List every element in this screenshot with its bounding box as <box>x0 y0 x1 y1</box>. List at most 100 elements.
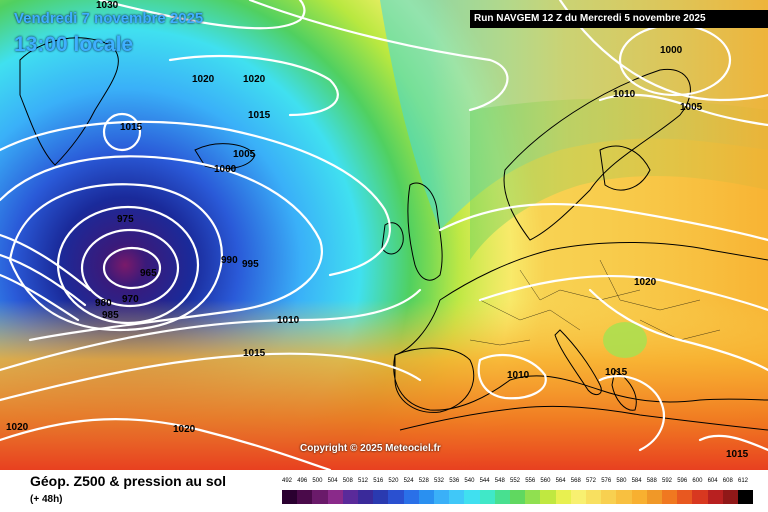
scale-tick-label: 528 <box>418 478 429 484</box>
scale-swatch <box>494 490 510 504</box>
scale-tick-label: 496 <box>297 478 308 484</box>
isobar-label: 1030 <box>96 0 119 11</box>
isobar-label: 1020 <box>6 422 29 433</box>
scale-tick-label: 608 <box>722 478 733 484</box>
isobar-label: 965 <box>140 268 157 279</box>
isobar-label: 1005 <box>680 102 703 113</box>
scale-tick-label: 544 <box>479 478 490 484</box>
scale-swatch <box>707 490 723 504</box>
scale-tick-label: 556 <box>525 478 536 484</box>
scale-swatch <box>327 490 343 504</box>
scale-swatch <box>342 490 358 504</box>
scale-swatch <box>601 490 617 504</box>
scale-swatch <box>297 490 313 504</box>
scale-swatch <box>434 490 450 504</box>
isobar-label: 1020 <box>173 424 196 435</box>
scale-swatch <box>510 490 526 504</box>
isobar-label: 1005 <box>233 149 256 160</box>
scale-swatch <box>282 490 298 504</box>
copyright-notice: Copyright © 2025 Meteociel.fr <box>300 443 441 454</box>
isobar-label: 1010 <box>507 370 530 381</box>
scale-swatch <box>555 490 571 504</box>
isobar-label: 1015 <box>243 348 266 359</box>
scale-swatch <box>388 490 404 504</box>
scale-tick-label: 560 <box>540 478 551 484</box>
scale-swatch <box>373 490 389 504</box>
scale-tick-label: 600 <box>692 478 703 484</box>
scale-tick-label: 592 <box>662 478 673 484</box>
isobar-label: 1015 <box>248 110 271 121</box>
scale-tick-label: 596 <box>677 478 688 484</box>
scale-swatch <box>312 490 328 504</box>
scale-swatch <box>418 490 434 504</box>
scale-tick-label: 492 <box>282 478 293 484</box>
scale-swatch <box>358 490 374 504</box>
scale-tick-label: 512 <box>358 478 369 484</box>
scale-swatch <box>738 490 754 504</box>
scale-tick-label: 540 <box>464 478 475 484</box>
country-borders <box>469 259 721 346</box>
scale-tick-label: 552 <box>510 478 521 484</box>
valid-date: Vendredi 7 novembre 2025 <box>14 10 204 27</box>
scale-tick-label: 536 <box>449 478 460 484</box>
valid-time: 13:00 locale <box>14 33 134 56</box>
isobar-label: 970 <box>122 294 139 305</box>
legend-title: Géop. Z500 & pression au sol <box>30 473 227 489</box>
scale-swatch <box>616 490 632 504</box>
isobar-label: 1015 <box>726 449 749 460</box>
isobar-label: 1000 <box>660 45 683 56</box>
scale-tick-label: 588 <box>646 478 657 484</box>
scale-swatch <box>692 490 708 504</box>
scale-tick-label: 584 <box>631 478 642 484</box>
scale-tick-label: 576 <box>601 478 612 484</box>
isobar-label: 1010 <box>277 315 300 326</box>
isobar-label: 995 <box>242 259 259 270</box>
scale-tick-label: 508 <box>342 478 353 484</box>
scale-swatch <box>722 490 738 504</box>
isobar-label: 1015 <box>120 122 143 133</box>
scale-tick-label: 564 <box>555 478 566 484</box>
scale-swatch <box>449 490 465 504</box>
scale-tick-label: 572 <box>586 478 597 484</box>
isobar-label: 975 <box>117 214 134 225</box>
isobars <box>0 0 768 470</box>
scale-tick-label: 520 <box>388 478 399 484</box>
scale-swatch <box>662 490 678 504</box>
scale-swatch <box>403 490 419 504</box>
scale-tick-label: 612 <box>738 478 749 484</box>
isobar-label: 1000 <box>214 164 237 175</box>
color-scale: 492 496 500 504 508 512 516 520 524 528 532 536 540 5… <box>282 478 754 508</box>
scale-swatch <box>540 490 556 504</box>
scale-tick-label: 568 <box>570 478 581 484</box>
scale-swatch <box>677 490 693 504</box>
isobar-label: 980 <box>95 298 112 309</box>
scale-tick-label: 580 <box>616 478 627 484</box>
scale-swatch <box>631 490 647 504</box>
isobar-labels: 1030 1020 1020 1015 1015 1005 1000 975 9… <box>6 0 749 460</box>
isobar-label: 1010 <box>613 89 636 100</box>
scale-swatch <box>479 490 495 504</box>
scale-tick-label: 532 <box>434 478 445 484</box>
weather-map: 1030 1020 1020 1015 1015 1005 1000 975 9… <box>0 0 768 470</box>
isobar-label: 1020 <box>634 277 657 288</box>
scale-tick-label: 524 <box>403 478 414 484</box>
scale-swatch <box>464 490 480 504</box>
legend-subtitle: (+ 48h) <box>30 494 63 505</box>
run-info-banner: Run NAVGEM 12 Z du Mercredi 5 novembre 2… <box>470 10 768 28</box>
balkan-green-blob <box>603 322 647 358</box>
scale-swatch <box>586 490 602 504</box>
scale-swatch <box>525 490 541 504</box>
isobar-label: 1020 <box>243 74 266 85</box>
map-canvas: 1030 1020 1020 1015 1015 1005 1000 975 9… <box>0 0 768 470</box>
coastlines <box>19 37 768 431</box>
scale-tick-label: 500 <box>312 478 323 484</box>
isobar-label: 985 <box>102 310 119 321</box>
scale-tick-label: 604 <box>707 478 718 484</box>
scale-tick-label: 548 <box>494 478 505 484</box>
isobar-label: 1020 <box>192 74 215 85</box>
isobar-label: 1015 <box>605 367 628 378</box>
isobar-label: 990 <box>221 255 238 266</box>
scale-swatch <box>646 490 662 504</box>
scale-swatch <box>570 490 586 504</box>
scale-tick-label: 504 <box>327 478 338 484</box>
